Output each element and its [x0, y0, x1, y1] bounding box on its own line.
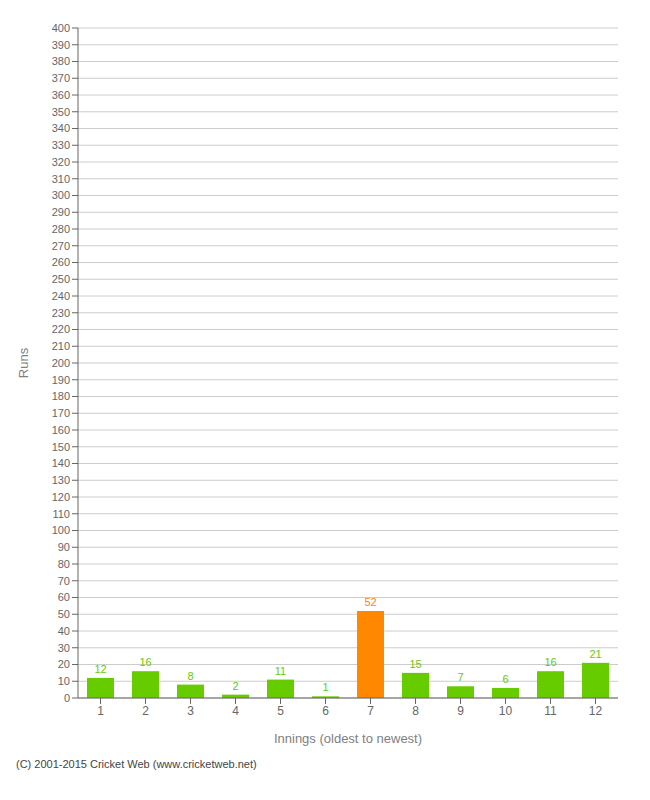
svg-text:40: 40	[58, 625, 70, 637]
svg-text:6: 6	[322, 704, 329, 718]
svg-text:390: 390	[52, 39, 70, 51]
svg-text:110: 110	[52, 508, 70, 520]
svg-text:330: 330	[52, 139, 70, 151]
svg-text:10: 10	[58, 675, 70, 687]
svg-text:220: 220	[52, 323, 70, 335]
svg-text:15: 15	[409, 658, 421, 670]
svg-text:4: 4	[232, 704, 239, 718]
svg-text:21: 21	[589, 648, 601, 660]
svg-text:9: 9	[457, 704, 464, 718]
svg-text:260: 260	[52, 256, 70, 268]
svg-text:2: 2	[232, 680, 238, 692]
svg-text:12: 12	[94, 663, 106, 675]
svg-text:140: 140	[52, 457, 70, 469]
html-text:(C) 2001-2015 Cricket Web (www: (C) 2001-2015 Cricket Web (www.cricketwe…	[16, 758, 257, 770]
svg-text:240: 240	[52, 290, 70, 302]
svg-text:170: 170	[52, 407, 70, 419]
svg-text:180: 180	[52, 390, 70, 402]
svg-text:5: 5	[277, 704, 284, 718]
svg-text:250: 250	[52, 273, 70, 285]
svg-text:370: 370	[52, 72, 70, 84]
svg-text:100: 100	[52, 524, 70, 536]
svg-text:150: 150	[52, 441, 70, 453]
svg-text:70: 70	[58, 575, 70, 587]
svg-text:190: 190	[52, 374, 70, 386]
svg-text:2: 2	[142, 704, 149, 718]
svg-text:1: 1	[322, 681, 328, 693]
svg-text:400: 400	[52, 22, 70, 34]
svg-text:1: 1	[97, 704, 104, 718]
svg-text:90: 90	[58, 541, 70, 553]
svg-text:52: 52	[364, 596, 376, 608]
svg-text:3: 3	[187, 704, 194, 718]
svg-text:8: 8	[412, 704, 419, 718]
svg-text:270: 270	[52, 240, 70, 252]
svg-text:290: 290	[52, 206, 70, 218]
svg-text:360: 360	[52, 89, 70, 101]
svg-text:300: 300	[52, 189, 70, 201]
svg-text:16: 16	[139, 656, 151, 668]
svg-text:60: 60	[58, 591, 70, 603]
svg-text:160: 160	[52, 424, 70, 436]
svg-text:Innings (oldest to newest): Innings (oldest to newest)	[274, 731, 422, 746]
svg-text:210: 210	[52, 340, 70, 352]
svg-text:30: 30	[58, 642, 70, 654]
svg-text:10: 10	[499, 704, 513, 718]
svg-text:6: 6	[502, 673, 508, 685]
svg-text:310: 310	[52, 173, 70, 185]
svg-text:130: 130	[52, 474, 70, 486]
svg-text:50: 50	[58, 608, 70, 620]
svg-text:230: 230	[52, 307, 70, 319]
svg-text:16: 16	[544, 656, 556, 668]
svg-text:350: 350	[52, 106, 70, 118]
svg-text:280: 280	[52, 223, 70, 235]
svg-text:Runs: Runs	[16, 347, 31, 378]
svg-text:8: 8	[187, 670, 193, 682]
svg-text:7: 7	[367, 704, 374, 718]
svg-text:0: 0	[64, 692, 70, 704]
svg-text:11: 11	[544, 704, 557, 718]
svg-text:200: 200	[52, 357, 70, 369]
svg-text:11: 11	[275, 665, 286, 677]
svg-text:20: 20	[58, 658, 70, 670]
svg-text:80: 80	[58, 558, 70, 570]
svg-text:12: 12	[589, 704, 603, 718]
svg-text:380: 380	[52, 55, 70, 67]
svg-text:340: 340	[52, 122, 70, 134]
svg-text:320: 320	[52, 156, 70, 168]
svg-text:7: 7	[457, 671, 463, 683]
svg-text:120: 120	[52, 491, 70, 503]
